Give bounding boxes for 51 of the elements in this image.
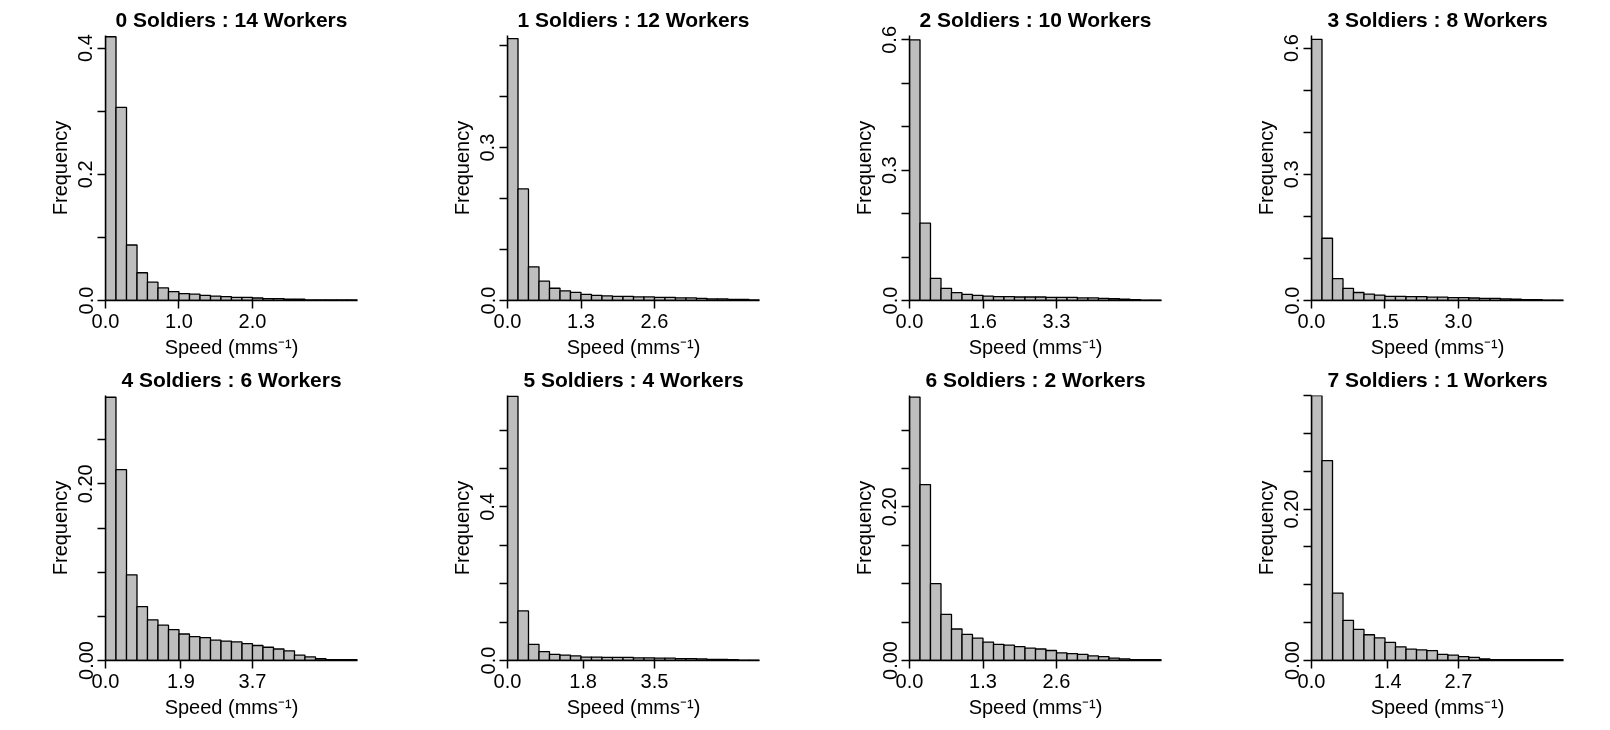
y-tick-label: 0.4 xyxy=(476,492,499,521)
chart-title: 5 Soldiers : 4 Workers xyxy=(523,367,744,391)
y-tick-label: 0.4 xyxy=(74,34,97,63)
y-tick-label: 0.2 xyxy=(74,160,97,189)
y-tick-label: 0.3 xyxy=(1280,160,1303,189)
x-axis-title: Speed (mms⁻¹) xyxy=(164,335,299,358)
chart-title: 1 Soldiers : 12 Workers xyxy=(517,7,750,31)
y-tick-label: 0.20 xyxy=(74,464,97,504)
chart-title: 7 Soldiers : 1 Workers xyxy=(1327,367,1548,391)
y-tick-label: 0.20 xyxy=(878,487,901,527)
x-tick-label: 1.3 xyxy=(567,309,595,332)
x-axis-title: Speed (mms⁻¹) xyxy=(164,695,299,718)
y-axis-title: Frequency xyxy=(450,480,473,576)
x-tick-label: 3.0 xyxy=(1444,309,1473,332)
y-axis-title: Frequency xyxy=(450,120,473,216)
x-tick-label: 3.3 xyxy=(1042,309,1071,332)
x-tick-label: 1.4 xyxy=(1373,669,1402,692)
x-axis-title: Speed (mms⁻¹) xyxy=(566,335,701,358)
y-axis-title: Frequency xyxy=(852,120,875,216)
y-tick-label: 0.3 xyxy=(878,156,901,185)
y-tick-label: 0.20 xyxy=(1280,489,1303,529)
y-axis-title: Frequency xyxy=(1254,120,1277,216)
x-tick-label: 1.6 xyxy=(969,309,997,332)
x-tick-label: 1.8 xyxy=(569,669,598,692)
y-tick-label: 0.6 xyxy=(878,25,901,54)
x-axis-title: Speed (mms⁻¹) xyxy=(968,335,1103,358)
y-tick-label: 0.6 xyxy=(1280,34,1303,63)
y-tick-label: 0.3 xyxy=(476,133,499,162)
chart-title: 2 Soldiers : 10 Workers xyxy=(919,7,1152,31)
chart-title: 3 Soldiers : 8 Workers xyxy=(1327,7,1548,31)
x-tick-label: 2.7 xyxy=(1444,669,1473,692)
x-tick-label: 3.5 xyxy=(640,669,669,692)
x-tick-label: 1.5 xyxy=(1371,309,1399,332)
y-axis-title: Frequency xyxy=(48,120,71,216)
x-tick-label: 2.6 xyxy=(640,309,669,332)
chart-title: 0 Soldiers : 14 Workers xyxy=(115,7,348,31)
x-tick-label: 2.6 xyxy=(1042,669,1071,692)
y-axis-title: Frequency xyxy=(852,480,875,576)
x-tick-label: 1.9 xyxy=(167,669,195,692)
x-axis-title: Speed (mms⁻¹) xyxy=(1370,695,1505,718)
y-axis-title: Frequency xyxy=(1254,480,1277,576)
x-tick-label: 3.7 xyxy=(238,669,267,692)
x-axis-title: Speed (mms⁻¹) xyxy=(968,695,1103,718)
chart-title: 6 Soldiers : 2 Workers xyxy=(925,367,1146,391)
x-tick-label: 1.3 xyxy=(969,669,997,692)
x-axis-title: Speed (mms⁻¹) xyxy=(566,695,701,718)
y-axis-title: Frequency xyxy=(48,480,71,576)
x-tick-label: 1.0 xyxy=(165,309,193,332)
chart-title: 4 Soldiers : 6 Workers xyxy=(121,367,342,391)
x-tick-label: 2.0 xyxy=(238,309,267,332)
x-axis-title: Speed (mms⁻¹) xyxy=(1370,335,1505,358)
